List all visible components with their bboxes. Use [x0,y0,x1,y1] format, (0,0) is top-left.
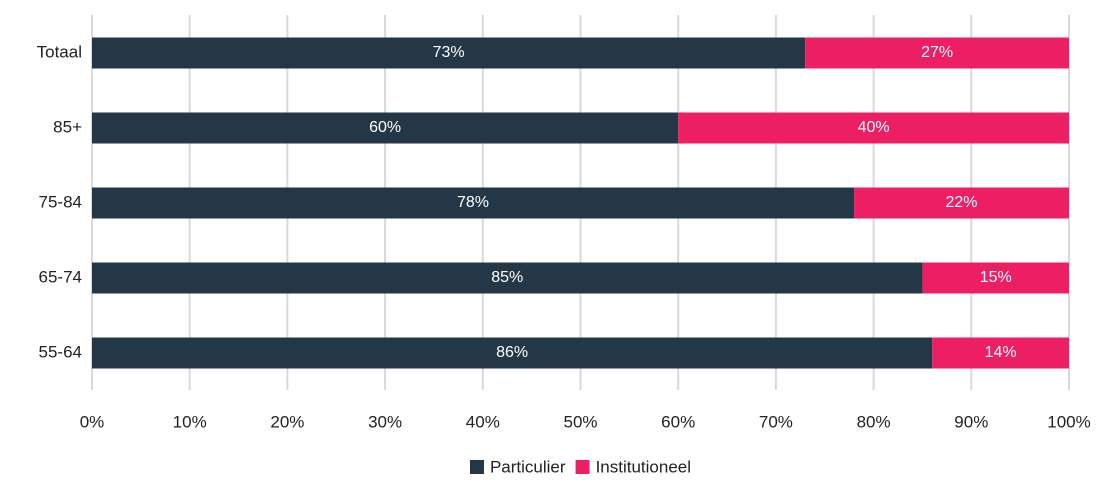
x-tick-label: 80% [857,412,891,431]
data-label: 85% [491,269,523,286]
x-tick-label: 10% [173,412,207,431]
data-label: 86% [496,344,528,361]
data-label: 15% [980,269,1012,286]
legend-swatch [469,460,484,474]
x-tick-label: 100% [1047,412,1090,431]
bar-segment [92,187,855,219]
y-tick-label: 85+ [53,117,82,136]
bar-segment [854,187,1069,219]
data-label: 73% [433,44,465,61]
x-tick-label: 90% [954,412,988,431]
x-tick-label: 50% [563,412,597,431]
bar-segment [932,337,1069,369]
bar-segment [922,262,1069,294]
legend-label: Particulier [490,457,566,476]
x-tick-label: 70% [759,412,793,431]
bar-segment [92,262,923,294]
y-tick-label: Totaal [37,42,82,61]
x-tick-label: 20% [270,412,304,431]
x-tick-label: 40% [466,412,500,431]
bar-segment [92,112,679,144]
y-tick-label: 75-84 [39,192,82,211]
data-label: 22% [946,194,978,211]
bar-segment [678,112,1069,144]
data-label: 27% [921,44,953,61]
x-tick-label: 60% [661,412,695,431]
legend-swatch [575,460,590,474]
data-label: 60% [369,119,401,136]
legend-label: Institutioneel [596,457,691,476]
bar-segment [805,37,1069,69]
data-label: 78% [457,194,489,211]
y-tick-label: 55-64 [39,342,82,361]
y-tick-label: 65-74 [39,267,82,286]
data-label: 40% [858,119,890,136]
x-tick-label: 30% [368,412,402,431]
bar-segment [92,337,933,369]
bar-segment [92,37,806,69]
x-tick-label: 0% [80,412,105,431]
data-label: 14% [985,344,1017,361]
